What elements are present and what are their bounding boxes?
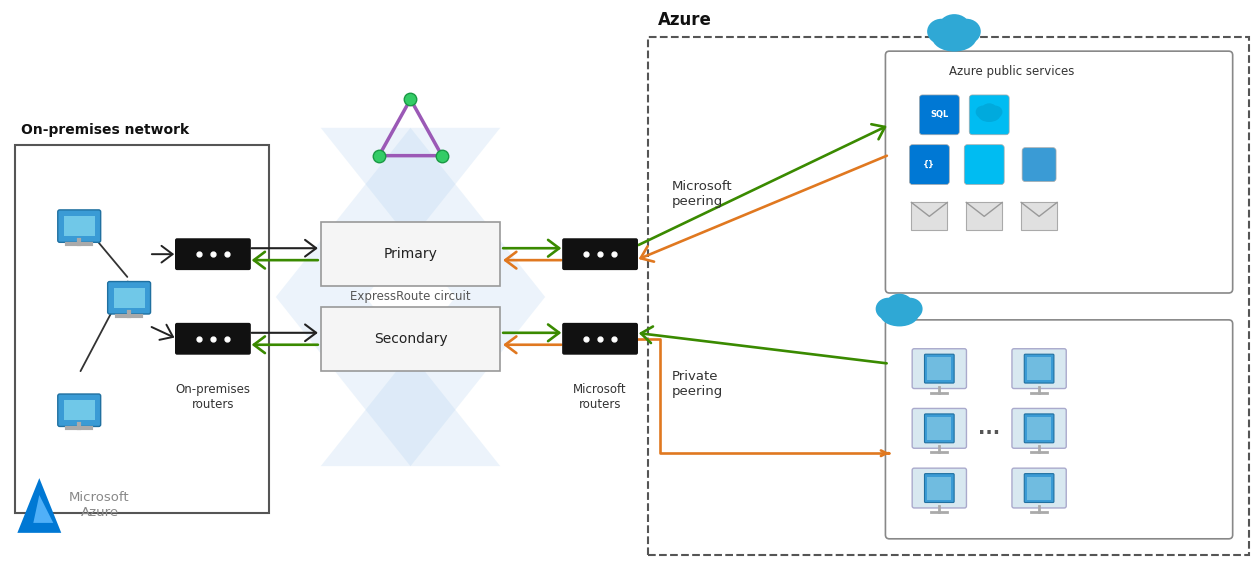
Ellipse shape [932,23,977,51]
Ellipse shape [885,294,913,317]
Ellipse shape [988,106,1002,119]
FancyBboxPatch shape [175,323,251,354]
Ellipse shape [927,19,956,44]
FancyBboxPatch shape [563,238,638,270]
FancyBboxPatch shape [1025,474,1054,502]
Polygon shape [33,495,53,523]
FancyBboxPatch shape [175,238,251,270]
Text: Secondary: Secondary [374,332,447,346]
Text: Microsoft
peering: Microsoft peering [672,180,733,208]
Text: Microsoft
Azure: Microsoft Azure [69,491,130,519]
Polygon shape [321,128,545,466]
FancyBboxPatch shape [885,320,1233,539]
Bar [1027,477,1051,499]
Text: Private
peering: Private peering [672,370,723,398]
FancyBboxPatch shape [1012,349,1066,388]
Bar [64,400,94,420]
Text: ExpressRoute circuit: ExpressRoute circuit [350,290,471,303]
Text: On-premises
routers: On-premises routers [175,383,251,411]
FancyBboxPatch shape [1025,414,1054,443]
Ellipse shape [978,107,1001,122]
Bar [321,223,500,286]
FancyBboxPatch shape [969,95,1010,135]
Bar [1027,417,1051,440]
Bar [648,37,1249,555]
FancyBboxPatch shape [1025,354,1054,383]
Ellipse shape [976,106,990,119]
FancyBboxPatch shape [924,474,954,502]
Bar [928,357,951,380]
Bar [15,145,269,513]
Ellipse shape [876,298,900,320]
Text: ...: ... [978,419,1000,438]
Text: {}: {} [923,160,935,169]
Ellipse shape [952,19,981,44]
FancyBboxPatch shape [1022,148,1056,182]
Bar [1027,357,1051,380]
FancyBboxPatch shape [924,414,954,443]
Ellipse shape [981,103,997,117]
Text: On-premises network: On-premises network [21,123,189,137]
Text: SQL: SQL [930,110,948,119]
FancyBboxPatch shape [913,349,967,388]
FancyBboxPatch shape [924,354,954,383]
Polygon shape [18,478,62,533]
Text: Primary: Primary [384,247,437,261]
FancyBboxPatch shape [58,394,101,426]
Ellipse shape [880,301,919,326]
FancyBboxPatch shape [1012,408,1066,449]
Bar [966,203,1002,230]
Ellipse shape [898,298,923,320]
FancyBboxPatch shape [913,408,967,449]
Bar [928,477,951,499]
Bar [64,216,94,237]
Bar [1021,203,1058,230]
FancyBboxPatch shape [1012,468,1066,508]
Polygon shape [276,128,500,466]
FancyBboxPatch shape [108,281,151,314]
Bar [912,203,947,230]
FancyBboxPatch shape [58,210,101,242]
Ellipse shape [938,14,971,41]
Text: Microsoft
routers: Microsoft routers [573,383,627,411]
FancyBboxPatch shape [563,323,638,354]
FancyBboxPatch shape [919,95,959,135]
Text: Azure: Azure [658,11,711,29]
FancyBboxPatch shape [964,145,1005,185]
Text: Azure public services: Azure public services [949,65,1075,78]
Bar [113,287,145,308]
Bar [321,307,500,371]
FancyBboxPatch shape [913,468,967,508]
FancyBboxPatch shape [885,51,1233,293]
FancyBboxPatch shape [909,145,949,185]
Bar [928,417,951,440]
